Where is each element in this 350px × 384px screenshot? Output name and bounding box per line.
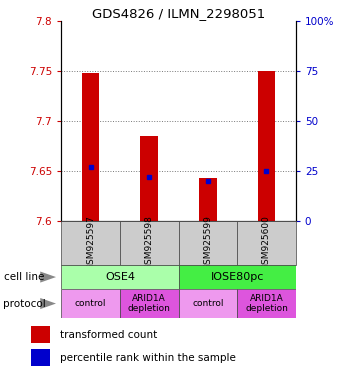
Bar bbox=[31, 326, 50, 343]
Bar bbox=[178, 289, 237, 318]
Bar bbox=[61, 289, 120, 318]
Bar bbox=[237, 289, 296, 318]
Bar bbox=[120, 289, 178, 318]
Text: percentile rank within the sample: percentile rank within the sample bbox=[60, 353, 235, 363]
Text: cell line: cell line bbox=[4, 272, 44, 282]
Polygon shape bbox=[40, 271, 56, 283]
Text: control: control bbox=[75, 299, 106, 308]
Bar bbox=[178, 221, 237, 265]
Text: GSM925597: GSM925597 bbox=[86, 215, 95, 270]
Bar bbox=[258, 71, 275, 221]
Bar bbox=[61, 221, 120, 265]
Text: IOSE80pc: IOSE80pc bbox=[210, 272, 264, 282]
Text: transformed count: transformed count bbox=[60, 330, 157, 340]
Text: ARID1A
depletion: ARID1A depletion bbox=[245, 294, 288, 313]
Bar bbox=[82, 73, 99, 221]
Text: GSM925598: GSM925598 bbox=[145, 215, 154, 270]
Bar bbox=[61, 265, 178, 289]
Bar bbox=[237, 221, 296, 265]
Bar bbox=[140, 136, 158, 221]
Text: GSM925599: GSM925599 bbox=[203, 215, 212, 270]
Text: ARID1A
depletion: ARID1A depletion bbox=[128, 294, 171, 313]
Text: protocol: protocol bbox=[4, 298, 46, 309]
Bar bbox=[178, 265, 296, 289]
Text: control: control bbox=[192, 299, 224, 308]
Text: GSM925600: GSM925600 bbox=[262, 215, 271, 270]
Bar bbox=[199, 178, 217, 221]
Polygon shape bbox=[40, 298, 56, 309]
Bar bbox=[120, 221, 178, 265]
Bar bbox=[31, 349, 50, 366]
Text: OSE4: OSE4 bbox=[105, 272, 135, 282]
Title: GDS4826 / ILMN_2298051: GDS4826 / ILMN_2298051 bbox=[92, 7, 265, 20]
